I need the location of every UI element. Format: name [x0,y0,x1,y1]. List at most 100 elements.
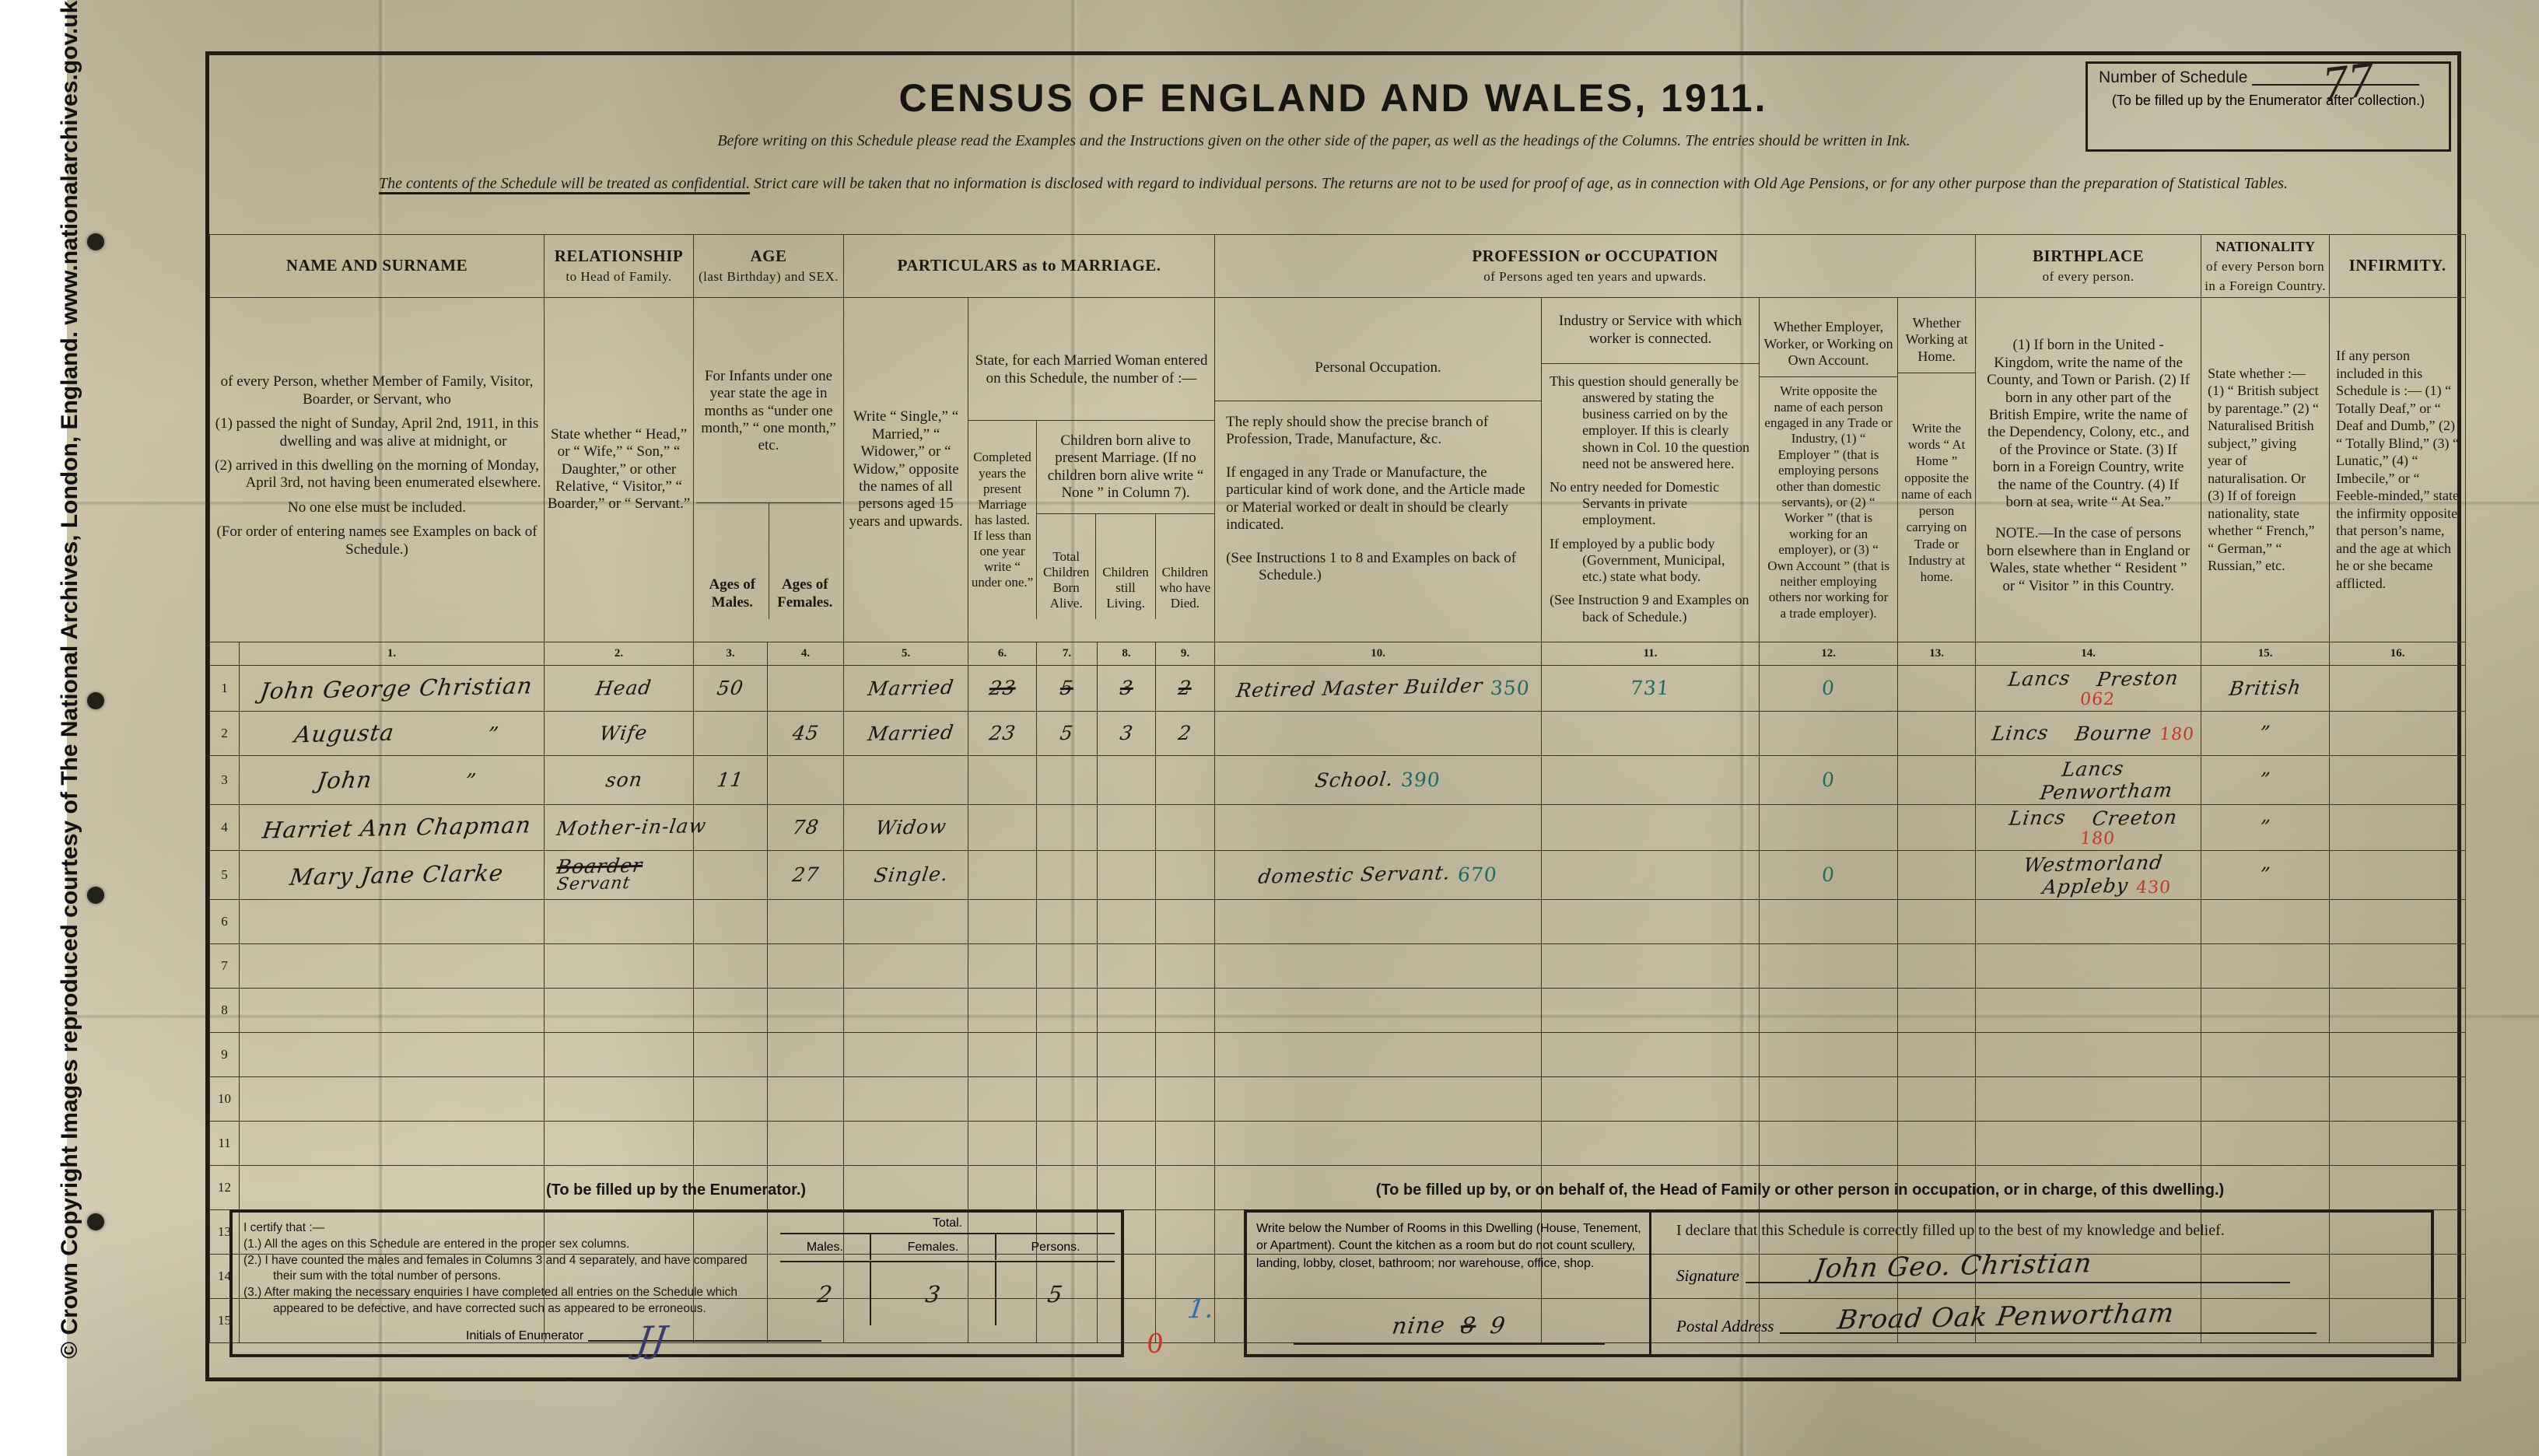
cell-children-total[interactable] [1036,1120,1098,1166]
cell-age-female[interactable]: 78 [767,803,845,851]
cell-occupation[interactable]: domestic Servant. 670 [1214,849,1543,900]
cell-infirmity[interactable] [2329,1031,2467,1077]
cell-age-female[interactable] [767,1031,845,1077]
table-row[interactable]: 15 [209,1297,2467,1343]
cell-industry[interactable] [1541,754,1760,805]
cell-relationship[interactable] [544,987,695,1033]
cell-industry[interactable] [1541,943,1760,989]
cell-birthplace[interactable] [1975,987,2202,1033]
cell-age-female[interactable] [767,943,845,989]
cell-occupation[interactable] [1214,803,1543,851]
cell-children-died[interactable] [1155,849,1216,900]
cell-name-surname[interactable] [238,987,545,1033]
cell-nationality[interactable]: ” [2201,803,2331,851]
cell-name-surname[interactable] [238,1031,545,1077]
cell-name-surname[interactable] [238,1076,545,1122]
cell-birthplace[interactable]: WestmorlandAppleby 430 [1975,849,2202,900]
cell-industry[interactable] [1541,803,1760,851]
cell-age-male[interactable] [693,987,769,1033]
table-row[interactable]: 11 [209,1120,2467,1166]
cell-children-died[interactable] [1155,1076,1216,1122]
cell-nationality[interactable] [2201,1031,2331,1077]
cell-nationality[interactable] [2201,898,2331,944]
cell-nationality[interactable]: British [2201,664,2331,712]
cell-employer[interactable] [1759,898,1899,944]
cell-name-surname[interactable] [238,943,545,989]
cell-age-male[interactable] [693,1120,769,1166]
cell-working-at-home[interactable] [1897,754,1977,805]
cell-working-at-home[interactable] [1897,1297,1977,1343]
cell-employer[interactable]: 0 [1759,664,1899,712]
cell-age-female[interactable] [767,987,845,1033]
table-row[interactable]: 3 John” son 11 School. 390 0 LancsPenwortham” [209,754,2467,805]
cell-years-married[interactable]: 23 [968,664,1038,712]
cell-birthplace[interactable] [1975,1031,2202,1077]
cell-children-died[interactable] [1155,1253,1216,1299]
cell-condition[interactable] [843,987,969,1033]
cell-birthplace[interactable]: Lancs Preston062 [1975,664,2202,712]
cell-infirmity[interactable] [2329,754,2467,805]
cell-children-living[interactable] [1097,1120,1157,1166]
cell-nationality[interactable] [2201,1076,2331,1122]
cell-name-surname[interactable] [238,1297,545,1343]
cell-industry[interactable]: 731 [1541,664,1760,712]
cell-nationality[interactable] [2201,1164,2331,1210]
cell-years-married[interactable] [968,943,1038,989]
cell-condition[interactable] [843,1076,969,1122]
cell-years-married[interactable] [968,987,1038,1033]
cell-children-living[interactable] [1097,1076,1157,1122]
cell-children-living[interactable] [1097,803,1157,851]
cell-children-died[interactable] [1155,987,1216,1033]
cell-working-at-home[interactable] [1897,849,1977,900]
cell-name-surname[interactable]: John George Christian [238,664,545,712]
cell-occupation[interactable] [1214,987,1543,1033]
initials-of-enumerator[interactable]: Initials of Enumerator JJ [466,1318,822,1360]
cell-name-surname[interactable] [238,1164,545,1210]
cell-working-at-home[interactable] [1897,898,1977,944]
cell-relationship[interactable] [544,1076,695,1122]
cell-occupation[interactable]: School. 390 [1214,754,1543,805]
cell-birthplace[interactable] [1975,1164,2202,1210]
rooms-value[interactable]: nine [1390,1311,1448,1340]
cell-age-male[interactable]: 11 [693,754,769,805]
cell-children-living[interactable] [1097,987,1157,1033]
cell-industry[interactable] [1541,849,1760,900]
cell-children-total[interactable] [1036,1076,1098,1122]
cell-occupation[interactable] [1214,710,1543,756]
cell-condition[interactable]: Married [843,664,969,712]
cell-infirmity[interactable] [2329,1120,2467,1166]
cell-name-surname[interactable] [238,1120,545,1166]
cell-age-male[interactable] [693,1209,769,1255]
table-row[interactable]: 7 [209,943,2467,989]
cell-children-total[interactable]: 5 [1036,710,1098,756]
cell-birthplace[interactable] [1975,1120,2202,1166]
cell-employer[interactable]: 0 [1759,849,1899,900]
cell-age-female[interactable]: 45 [767,710,845,756]
cell-working-at-home[interactable] [1897,1120,1977,1166]
cell-industry[interactable] [1541,1120,1760,1166]
cell-children-died[interactable]: 2 [1155,710,1216,756]
cell-children-total[interactable] [1036,898,1098,944]
cell-condition[interactable] [843,1031,969,1077]
cell-condition[interactable]: Married [843,710,969,756]
cell-children-total[interactable] [1036,803,1098,851]
cell-industry[interactable] [1541,987,1760,1033]
cell-name-surname[interactable] [238,898,545,944]
cell-relationship[interactable]: Boarder Servant [544,849,695,900]
cell-employer[interactable] [1759,1297,1899,1343]
cell-employer[interactable] [1759,987,1899,1033]
cell-condition[interactable] [843,1164,969,1210]
cell-employer[interactable] [1759,1031,1899,1077]
cell-children-died[interactable]: 2 [1155,664,1216,712]
cell-years-married[interactable] [968,1120,1038,1166]
cell-age-male[interactable] [693,849,769,900]
cell-relationship[interactable] [544,1031,695,1077]
cell-employer[interactable] [1759,943,1899,989]
cell-children-died[interactable] [1155,1297,1216,1343]
cell-infirmity[interactable] [2329,987,2467,1033]
cell-age-female[interactable] [767,898,845,944]
cell-children-died[interactable] [1155,754,1216,805]
cell-occupation[interactable] [1214,943,1543,989]
table-row[interactable]: 10 [209,1076,2467,1122]
cell-condition[interactable] [843,943,969,989]
